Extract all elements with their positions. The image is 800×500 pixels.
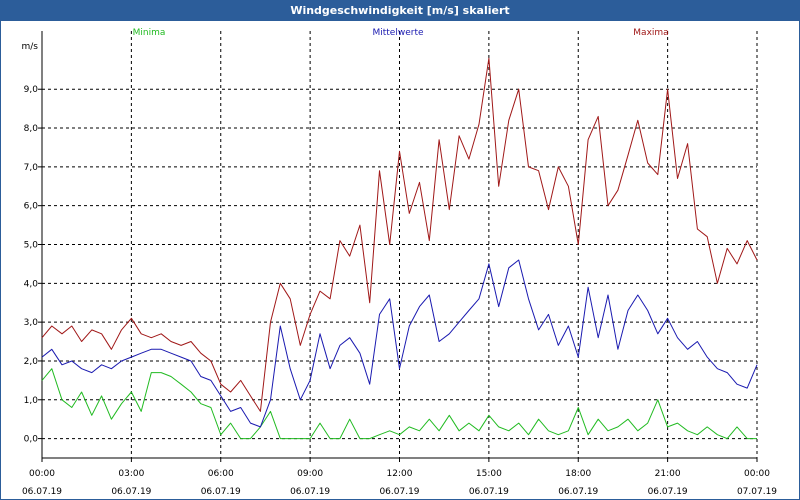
- x-tick-date-label: 06.07.19: [22, 487, 62, 497]
- chart-area: 0,0 1,0 2,0 3,0 4,0 5,0 6,0 7,0 8,0 9,0 m/s 00:00 06…: [22, 28, 778, 497]
- x-tick-time-label: 21:00: [655, 469, 681, 479]
- series-line-minima: [41, 368, 757, 440]
- x-tick-date-label: 07.07.19: [737, 487, 777, 497]
- series-line-maxima: [41, 57, 758, 412]
- y-tick-label: 7,0: [24, 163, 39, 173]
- y-tick-label: 2,0: [24, 357, 39, 367]
- x-tick-time-label: 00:00: [744, 469, 770, 479]
- x-tick-date-label: 06.07.19: [558, 487, 598, 497]
- y-tick-label: 8,0: [24, 124, 39, 134]
- series-line-mittelwerte: [41, 259, 758, 428]
- window-title: Windgeschwindigkeit [m/s] skaliert: [1, 1, 799, 21]
- legend-maxima: Maxima: [633, 28, 668, 38]
- x-tick-time-label: 00:00: [29, 469, 55, 479]
- y-tick-label: 1,0: [24, 396, 39, 406]
- y-tick-label: 0,0: [24, 435, 39, 445]
- x-tick-time-label: 06:00: [208, 469, 234, 479]
- y-tick-label: 5,0: [24, 241, 39, 251]
- x-tick-time-label: 03:00: [118, 469, 144, 479]
- y-tick-label: 3,0: [24, 318, 39, 328]
- legend-minima: Minima: [133, 28, 166, 38]
- x-tick-time-label: 15:00: [476, 469, 502, 479]
- x-tick-date-label: 06.07.19: [201, 487, 241, 497]
- x-tick-time-label: 18:00: [565, 469, 591, 479]
- x-tick-date-label: 06.07.19: [379, 487, 419, 497]
- y-tick-label: 9,0: [24, 85, 39, 95]
- x-tick-date-label: 06.07.19: [290, 487, 330, 497]
- x-tick-date-label: 06.07.19: [648, 487, 688, 497]
- legend-mittelwerte: Mittelwerte: [372, 28, 423, 38]
- y-tick-label: 4,0: [24, 279, 39, 289]
- y-axis-unit-label: m/s: [22, 42, 39, 52]
- y-tick-label: 6,0: [24, 202, 39, 212]
- x-tick-date-label: 06.07.19: [111, 487, 151, 497]
- x-tick-date-label: 06.07.19: [469, 487, 509, 497]
- x-tick-time-label: 12:00: [387, 469, 413, 479]
- x-tick-time-label: 09:00: [297, 469, 323, 479]
